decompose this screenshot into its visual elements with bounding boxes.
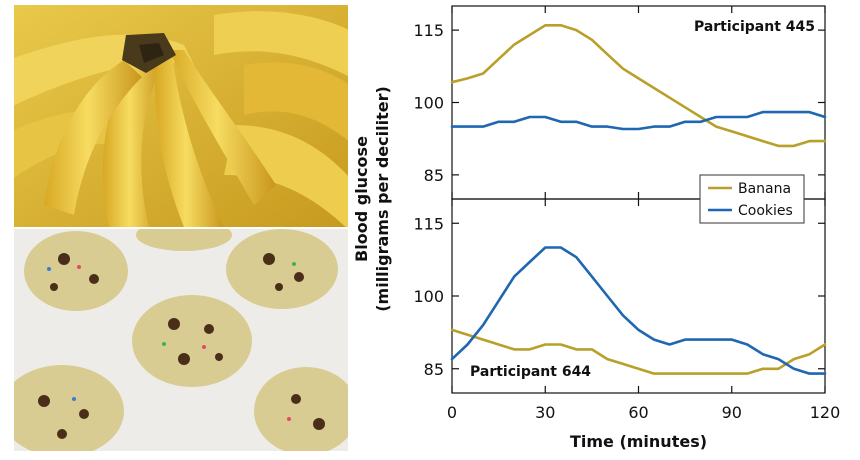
legend: Banana Cookies: [699, 174, 805, 224]
banana-photo: [14, 5, 348, 227]
legend-box: [699, 174, 805, 224]
y-axis-title-line2: (milligrams per deciliter): [373, 86, 392, 312]
x-tick-label: 120: [810, 403, 841, 422]
x-tick-label: 90: [722, 403, 742, 422]
legend-label-banana: Banana: [738, 181, 791, 197]
x-tick-label: 30: [535, 403, 555, 422]
y-tick-label: 100: [413, 287, 444, 306]
series-line-banana-panel-2: [450, 328, 827, 375]
x-tick-label: 60: [628, 403, 648, 422]
y-tick-label: 85: [424, 166, 444, 185]
series-line-cookies-panel-1: [450, 110, 827, 131]
panel-label-1: Participant 445: [694, 19, 815, 35]
cookie-photo: [14, 229, 348, 451]
x-axis-title: Time (minutes): [570, 432, 707, 451]
legend-label-cookies: Cookies: [738, 203, 793, 219]
y-tick-label: 85: [424, 360, 444, 379]
y-tick-label: 115: [413, 214, 444, 233]
series-line-banana-panel-1: [450, 23, 827, 148]
y-tick-label: 115: [413, 21, 444, 40]
panel-label-2: Participant 644: [470, 364, 591, 380]
y-tick-label: 100: [413, 94, 444, 113]
y-axis-title-line1: Blood glucose: [352, 136, 371, 262]
x-tick-label: 0: [447, 403, 457, 422]
series-line-cookies-panel-2: [450, 246, 827, 375]
